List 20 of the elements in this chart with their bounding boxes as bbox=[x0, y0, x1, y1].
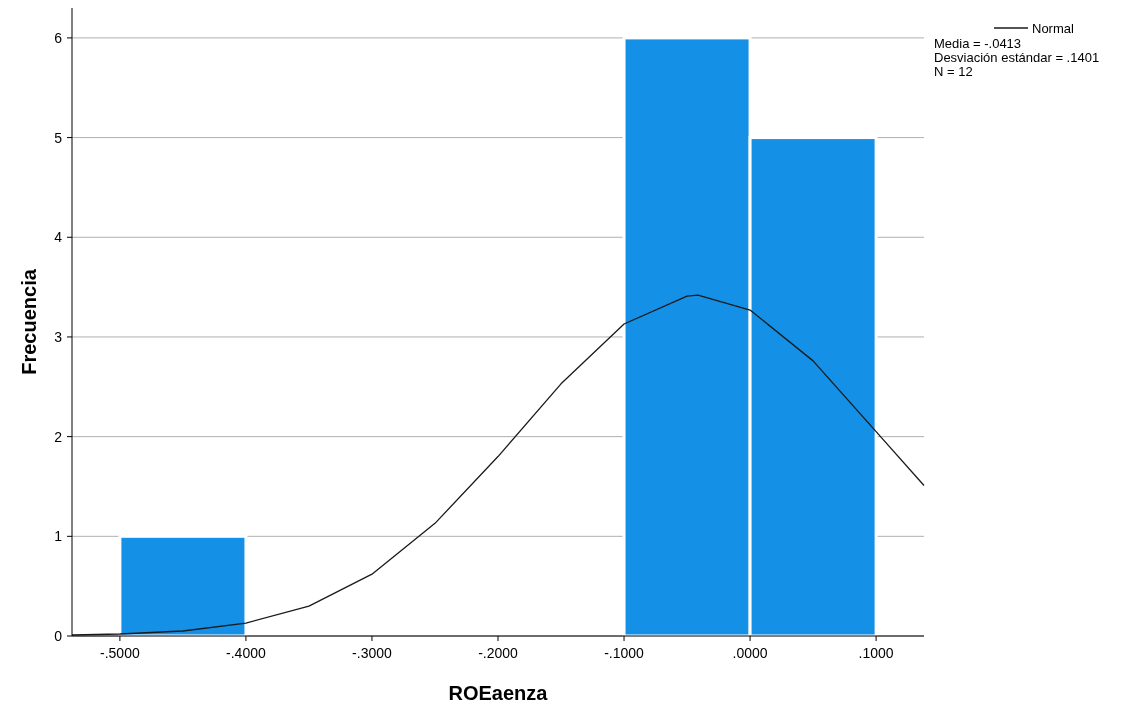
y-tick-label: 3 bbox=[54, 328, 63, 345]
x-tick-label: -.5000 bbox=[100, 645, 140, 661]
x-tick-label: -.4000 bbox=[226, 645, 266, 661]
y-tick-label: 5 bbox=[54, 129, 63, 146]
x-tick-label: .0000 bbox=[732, 645, 768, 661]
y-tick-label: 4 bbox=[54, 229, 63, 246]
x-axis-title: ROEaenza bbox=[448, 682, 549, 704]
x-tick-label: .1000 bbox=[858, 645, 894, 661]
text: Desviación estándar = .1401 bbox=[934, 50, 1100, 65]
x-tick-label: -.2000 bbox=[478, 645, 519, 661]
y-tick-label: 1 bbox=[54, 528, 63, 545]
text: Media = -.0413 bbox=[934, 36, 1022, 51]
y-axis-title: Frecuencia bbox=[18, 268, 40, 375]
x-tick-label: -.1000 bbox=[604, 645, 645, 661]
text: N = 12 bbox=[934, 64, 973, 79]
x-tick-label: -.3000 bbox=[352, 645, 393, 661]
y-tick-label: 2 bbox=[54, 428, 63, 445]
y-tick-label: 6 bbox=[54, 29, 63, 46]
legend-label: Normal bbox=[1032, 21, 1075, 36]
y-tick-label: 0 bbox=[54, 628, 63, 644]
